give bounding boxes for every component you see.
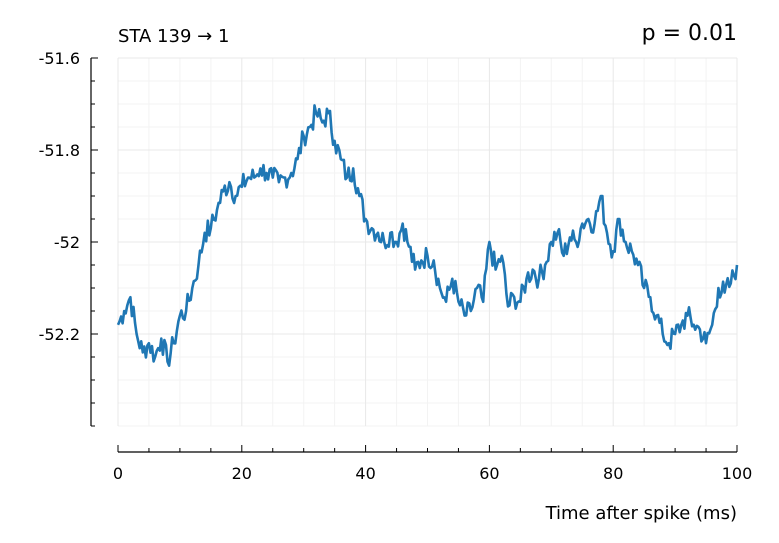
- x-tick-label: 0: [113, 464, 123, 483]
- chart-title: STA 139 → 1: [118, 26, 229, 47]
- y-tick-label: -51.6: [39, 49, 80, 68]
- x-tick-label: 100: [722, 464, 753, 483]
- series-group: [116, 104, 739, 367]
- x-tick-label: 60: [479, 464, 499, 483]
- x-tick-label: 80: [603, 464, 623, 483]
- x-tick-label: 40: [355, 464, 375, 483]
- grid: [117, 57, 738, 427]
- axes: [90, 57, 738, 453]
- x-tick-label: 20: [232, 464, 252, 483]
- y-tick-label: -52.2: [39, 325, 80, 344]
- p-value-annotation: p = 0.01: [642, 21, 737, 46]
- x-axis-label: Time after spike (ms): [545, 503, 737, 524]
- y-tick-label: -52: [54, 233, 80, 252]
- y-tick-label: -51.8: [39, 141, 80, 160]
- series-line: [116, 104, 739, 367]
- tick-labels: -51.6 -51.8 -52 -52.2 0 20 40 60 80 100: [39, 49, 753, 483]
